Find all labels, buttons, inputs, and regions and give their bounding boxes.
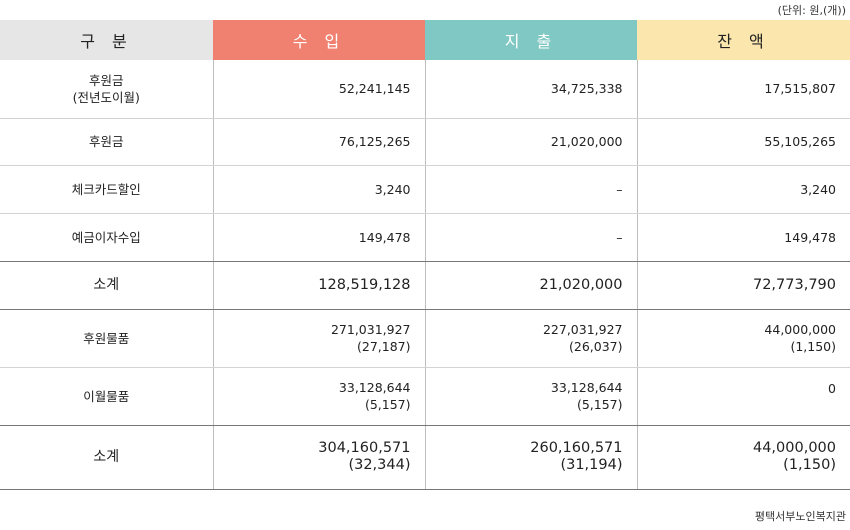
income-cell: 128,519,128 (212, 261, 425, 310)
cell-line: 소계 (93, 448, 120, 465)
cell-line: 후원금 (88, 134, 124, 149)
balance-cell: 17,515,807 (636, 60, 850, 119)
header-income: 수 입 (213, 20, 425, 60)
income-cell: 304,160,571 (32,344) (212, 425, 425, 490)
cell-line: (27,187) (357, 339, 411, 354)
row-label: 예금이자수입 (0, 213, 213, 262)
cell-line: (5,157) (576, 397, 623, 412)
cell-line: (26,037) (569, 339, 623, 354)
unit-note: (단위: 원,(개)) (777, 4, 846, 17)
cell-line: 44,000,000 (752, 440, 836, 456)
row-label: 후원금 (0, 118, 213, 166)
header-balance: 잔 액 (637, 20, 850, 60)
header-row: 구 분 수 입 지 출 잔 액 (0, 20, 850, 60)
budget-table: 구 분 수 입 지 출 잔 액 후원금 (전년도이월) 52,241,145 34,7… (0, 20, 850, 490)
cell-line: 3,240 (374, 181, 411, 197)
expense-cell: 21,020,000 (424, 261, 637, 310)
table-row: 체크카드할인 3,240 – 3,240 (0, 165, 850, 214)
balance-cell: 0 (636, 367, 850, 426)
row-label: 체크카드할인 (0, 165, 213, 214)
balance-cell: 3,240 (636, 165, 850, 214)
source-note: 평택서부노인복지관 (754, 510, 846, 523)
cell-line: 후원물품 (83, 330, 130, 346)
cell-line: (1,150) (783, 457, 836, 473)
income-cell: 3,240 (212, 165, 425, 214)
table-row: 소계 304,160,571 (32,344) 260,160,571 (31,194)… (0, 425, 850, 490)
expense-cell: 33,128,644 (5,157) (424, 367, 637, 426)
table-row: 예금이자수입 149,478 – 149,478 (0, 213, 850, 262)
row-label: 소계 (0, 261, 213, 310)
cell-line: 260,160,571 (530, 440, 623, 456)
income-cell: 76,125,265 (212, 118, 425, 166)
row-label: 후원금 (전년도이월) (0, 60, 213, 119)
balance-cell: 44,000,000 (1,150) (636, 309, 850, 368)
cell-line: 72,773,790 (752, 276, 836, 293)
table-row: 소계 128,519,128 21,020,000 72,773,790 (0, 261, 850, 310)
cell-line: 304,160,571 (318, 440, 411, 456)
row-label: 소계 (0, 425, 213, 490)
table-row: 이월물품 33,128,644 (5,157) 33,128,644 (5,157) 0 (0, 367, 850, 426)
cell-line: 227,031,927 (542, 322, 623, 337)
table-row: 후원물품 271,031,927 (27,187) 227,031,927 (26,03… (0, 309, 850, 368)
cell-line: – (616, 229, 623, 245)
cell-line: 52,241,145 (338, 81, 411, 97)
cell-line: 이월물품 (83, 388, 130, 404)
table-row: 후원금 76,125,265 21,020,000 55,105,265 (0, 118, 850, 166)
cell-line: (32,344) (348, 457, 411, 473)
balance-cell: 72,773,790 (636, 261, 850, 310)
cell-line: (5,157) (364, 397, 411, 412)
expense-cell: 227,031,927 (26,037) (424, 309, 637, 368)
cell-line: 33,128,644 (550, 380, 623, 395)
expense-cell: 260,160,571 (31,194) (424, 425, 637, 490)
income-cell: 52,241,145 (212, 60, 425, 119)
cell-line: 17,515,807 (764, 81, 836, 97)
cell-line: 34,725,338 (550, 81, 623, 97)
cell-line: (1,150) (790, 339, 836, 354)
cell-line: 소계 (93, 276, 120, 293)
expense-cell: 21,020,000 (424, 118, 637, 166)
balance-cell: 44,000,000 (1,150) (636, 425, 850, 490)
header-expense: 지 출 (425, 20, 637, 60)
income-cell: 271,031,927 (27,187) (212, 309, 425, 368)
header-category: 구 분 (0, 20, 213, 60)
cell-line: 33,128,644 (338, 380, 411, 395)
cell-line: 128,519,128 (318, 276, 411, 293)
cell-line: 55,105,265 (764, 134, 836, 149)
cell-line: 44,000,000 (764, 322, 836, 337)
cell-line: 후원금 (88, 72, 124, 88)
balance-cell: 55,105,265 (636, 118, 850, 166)
balance-cell: 149,478 (636, 213, 850, 262)
income-cell: 33,128,644 (5,157) (212, 367, 425, 426)
income-cell: 149,478 (212, 213, 425, 262)
expense-cell: 34,725,338 (424, 60, 637, 119)
cell-line: 76,125,265 (338, 134, 411, 149)
cell-line: 149,478 (784, 229, 836, 245)
cell-line: 0 (828, 380, 836, 396)
cell-line: 21,020,000 (550, 134, 623, 149)
cell-line: 체크카드할인 (71, 181, 141, 197)
expense-cell: – (424, 213, 637, 262)
cell-line: 149,478 (358, 229, 411, 245)
cell-line: 예금이자수입 (71, 229, 141, 245)
cell-line: – (616, 181, 623, 197)
cell-line: (31,194) (560, 457, 623, 473)
table-row: 후원금 (전년도이월) 52,241,145 34,725,338 17,515,807 (0, 60, 850, 119)
row-label: 이월물품 (0, 367, 213, 426)
expense-cell: – (424, 165, 637, 214)
cell-line: (전년도이월) (72, 89, 140, 105)
cell-line: 3,240 (800, 181, 836, 197)
cell-line: 21,020,000 (539, 276, 623, 293)
cell-line: 271,031,927 (330, 322, 411, 337)
row-label: 후원물품 (0, 309, 213, 368)
